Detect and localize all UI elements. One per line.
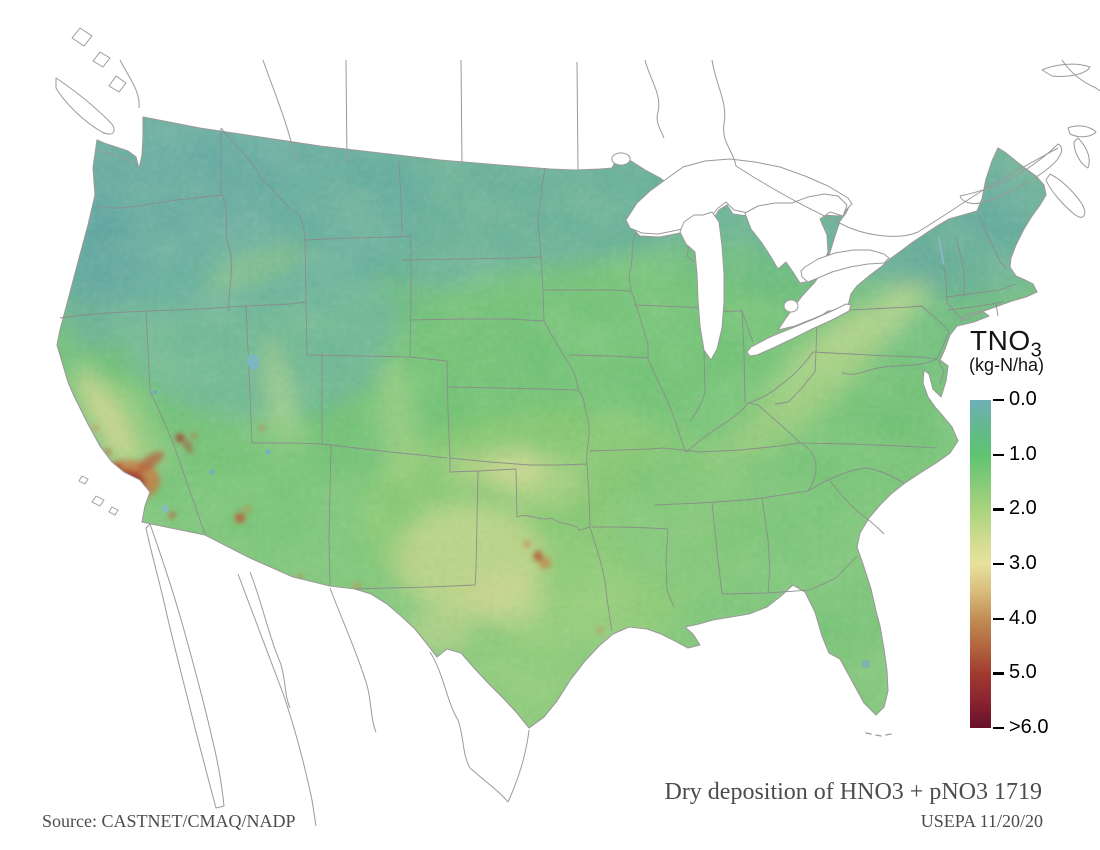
tick-dash — [993, 399, 1004, 402]
source-credit: Source: CASTNET/CMAQ/NADP — [42, 811, 296, 831]
tick-label: 4.0 — [1009, 606, 1037, 629]
lake-okeechobee — [861, 659, 871, 669]
legend-ticks: 0.0 1.0 2.0 3.0 4.0 5.0 >6.0 — [991, 388, 1061, 738]
great-lakes — [611, 152, 890, 361]
tick-dash — [993, 508, 1004, 511]
lake-champlain — [938, 236, 945, 266]
us-raster-field — [56, 116, 1047, 729]
canada-outline — [55, 27, 1100, 237]
legend-colorbar — [970, 400, 991, 728]
map-title: Dry deposition of HNO3 + pNO3 1719 — [664, 779, 1042, 805]
hotspot-dots — [93, 425, 604, 634]
tick-label: 0.0 — [1009, 388, 1037, 411]
tick-label: 5.0 — [1009, 661, 1037, 684]
florida-keys — [865, 732, 892, 737]
inland-lakes — [153, 236, 945, 669]
legend-title: TNO3 — [970, 325, 1043, 362]
agency-date: USEPA 11/20/20 — [920, 811, 1043, 831]
lake-of-the-woods — [611, 152, 631, 166]
tick-label: 3.0 — [1009, 552, 1037, 575]
lake-erie — [746, 303, 852, 357]
lake-powell — [265, 449, 271, 455]
tick-label: >6.0 — [1009, 716, 1049, 739]
state-borders — [59, 127, 1017, 632]
channel-islands — [78, 475, 119, 516]
tick-dash — [993, 563, 1004, 566]
legend-units: (kg-N/ha) — [969, 355, 1045, 375]
tick-dash — [993, 617, 1004, 621]
baja-california — [145, 523, 225, 809]
tick-dash — [993, 672, 1004, 675]
tick-dash — [993, 727, 1004, 730]
great-salt-lake — [246, 354, 260, 370]
tick-label: 1.0 — [1009, 442, 1037, 465]
lake-michigan — [679, 211, 725, 361]
tick-dash — [993, 453, 1004, 457]
tick-label: 2.0 — [1009, 497, 1037, 520]
lake-tahoe — [153, 390, 157, 394]
lake-ontario — [800, 249, 890, 283]
mexico-outline — [145, 523, 530, 827]
salton-sea — [162, 505, 168, 513]
lake-st-clair — [783, 299, 799, 313]
vancouver-island — [55, 77, 115, 135]
lake-mead — [209, 469, 215, 475]
